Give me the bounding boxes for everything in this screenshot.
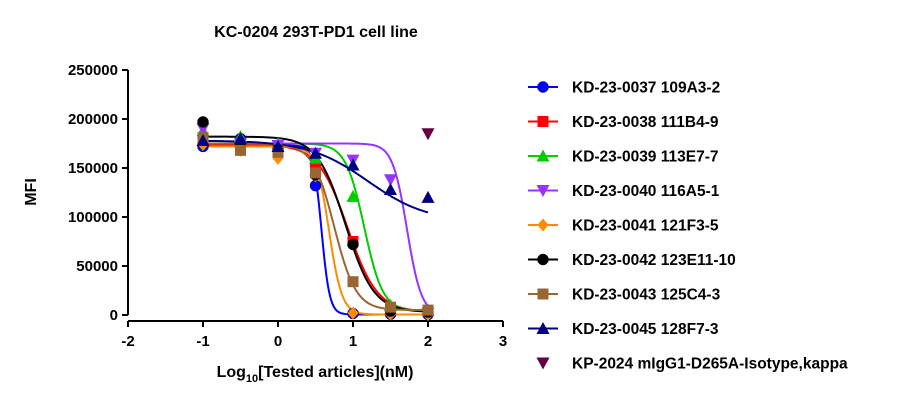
data-point xyxy=(421,190,435,203)
legend: KD-23-0037 109A3-2 KD-23-0038 111B4-9 KD-2… xyxy=(528,80,848,373)
y-tick-label: 150000 xyxy=(68,160,118,177)
data-point xyxy=(196,134,210,147)
legend-marker xyxy=(537,116,549,127)
x-axis-label-subscript: 10 xyxy=(246,373,258,385)
data-point xyxy=(346,158,360,171)
legend-item: KD-23-0043 125C4-3 xyxy=(528,287,721,304)
y-tick-label: 0 xyxy=(110,307,118,324)
legend-label: KD-23-0038 111B4-9 xyxy=(572,114,719,131)
legend-item: KD-23-0038 111B4-9 xyxy=(528,114,719,131)
data-point xyxy=(197,116,209,128)
legend-item: KD-23-0039 113E7-7 xyxy=(528,149,719,166)
chart-title: KC-0204 293T-PD1 cell line xyxy=(214,24,418,41)
x-tick-label: 0 xyxy=(274,333,282,350)
data-point xyxy=(422,304,434,316)
legend-label: KD-23-0042 123E11-10 xyxy=(572,252,736,269)
data-point xyxy=(347,238,359,251)
x-axis-label: Log10[Tested articles](nM) xyxy=(217,364,414,385)
legend-marker xyxy=(536,149,550,162)
data-point xyxy=(272,146,284,158)
y-axis-label: MFI xyxy=(23,178,40,206)
legend-item: KD-23-0041 121F3-5 xyxy=(528,218,719,235)
x-tick-label: 3 xyxy=(499,333,507,350)
data-point xyxy=(346,189,360,202)
legend-marker xyxy=(537,253,549,266)
y-tick-label: 250000 xyxy=(68,62,118,79)
legend-item: KD-23-0045 128F7-3 xyxy=(528,321,719,338)
legend-label: KD-23-0043 125C4-3 xyxy=(572,287,721,304)
data-point xyxy=(235,144,246,156)
axes xyxy=(127,70,503,322)
x-ticks: -2 -1 0 1 2 3 xyxy=(121,321,507,350)
legend-item: KD-23-0037 109A3-2 xyxy=(528,80,720,97)
legend-item: KD-23-0040 116A5-1 xyxy=(528,183,720,200)
data-point xyxy=(347,276,359,288)
legend-item: KD-23-0042 123E11-10 xyxy=(528,252,736,269)
legend-marker xyxy=(537,218,549,232)
x-tick-label: 1 xyxy=(349,333,357,350)
y-ticks: 0 50000 100000 150000 200000 250000 xyxy=(68,62,128,324)
legend-label: KD-23-0040 116A5-1 xyxy=(572,183,720,200)
data-point xyxy=(385,301,396,313)
data-point xyxy=(421,128,435,141)
x-tick-label: -2 xyxy=(121,333,134,350)
legend-marker xyxy=(536,357,550,370)
data-point xyxy=(271,139,285,152)
legend-label: KD-23-0037 109A3-2 xyxy=(572,80,720,97)
legend-marker xyxy=(537,288,549,300)
x-tick-label: -1 xyxy=(196,333,209,350)
data-points xyxy=(196,116,435,322)
legend-marker xyxy=(537,81,549,93)
legend-label: KP-2024 mIgG1-D265A-Isotype,kappa xyxy=(572,356,848,373)
legend-marker xyxy=(536,322,550,334)
legend-label: KD-23-0045 128F7-3 xyxy=(572,321,719,338)
data-point xyxy=(384,183,397,196)
legend-marker xyxy=(536,185,550,197)
data-point xyxy=(384,174,397,187)
data-point xyxy=(347,306,359,320)
legend-label: KD-23-0039 113E7-7 xyxy=(572,149,719,166)
data-point xyxy=(309,146,322,159)
x-tick-label: 2 xyxy=(424,333,432,350)
legend-item: KP-2024 mIgG1-D265A-Isotype,kappa xyxy=(536,356,848,373)
y-tick-label: 100000 xyxy=(68,209,118,226)
y-tick-label: 50000 xyxy=(76,258,118,275)
x-axis-label-prefix: Log xyxy=(217,364,246,381)
x-axis-label-suffix: [Tested articles](nM) xyxy=(258,364,413,381)
data-point xyxy=(310,167,321,179)
data-point xyxy=(234,132,247,145)
legend-label: KD-23-0041 121F3-5 xyxy=(572,218,719,235)
y-tick-label: 200000 xyxy=(68,111,118,128)
